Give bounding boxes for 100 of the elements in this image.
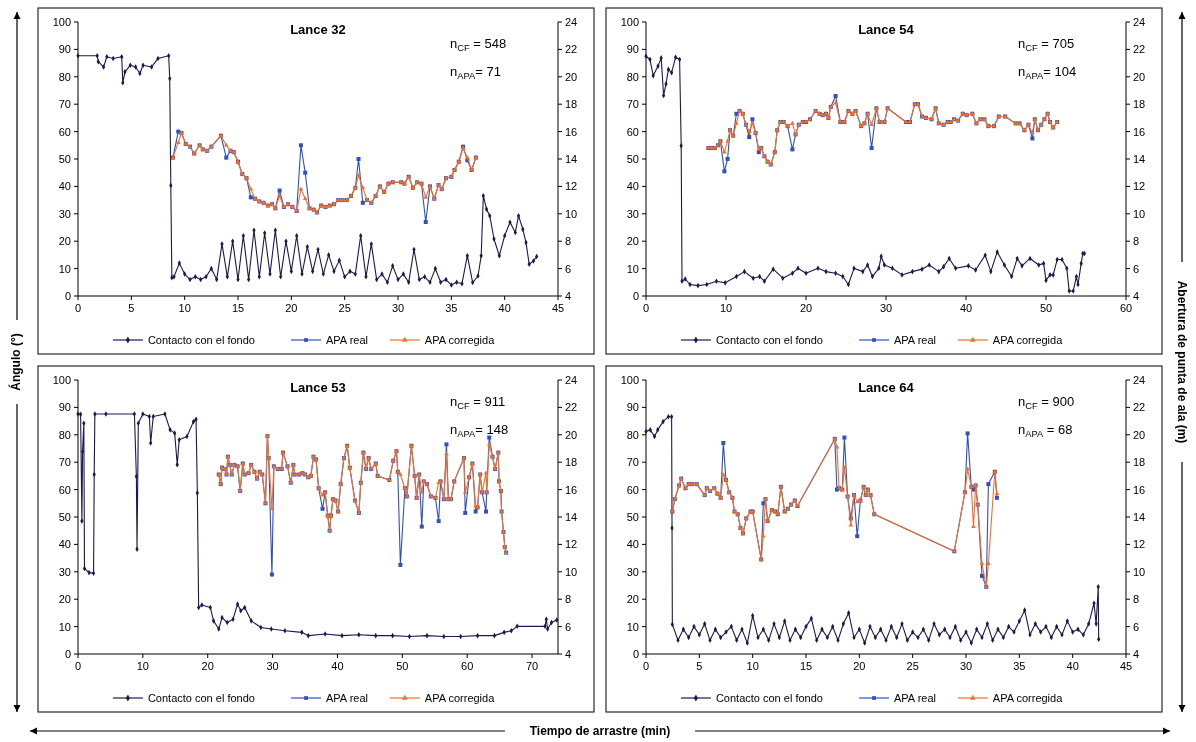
y2-tick-label: 4 <box>1133 648 1140 660</box>
y2-tick-label: 24 <box>565 374 578 386</box>
x-tick-label: 20 <box>799 302 813 314</box>
legend-label: APA real <box>894 334 936 346</box>
x-tick-label: 20 <box>285 302 298 314</box>
y-tick-label: 90 <box>626 401 639 414</box>
y-tick-label: 70 <box>626 98 639 111</box>
x-tick-label: 30 <box>266 660 279 672</box>
x-tick-label: 0 <box>642 302 650 314</box>
y2-tick-label: 10 <box>565 565 578 578</box>
x-tick-label: 20 <box>853 660 866 672</box>
x-tick-label: 35 <box>1013 660 1026 672</box>
y-tick-label: 40 <box>58 538 71 551</box>
y-tick-label: 80 <box>58 428 71 441</box>
y-tick-label: 70 <box>58 98 71 111</box>
y-tick-label: 40 <box>58 180 71 193</box>
y-tick-label: 10 <box>58 620 71 633</box>
y2-tick-label: 12 <box>565 538 578 551</box>
annotation: n$_{CF}$ = 900 <box>1018 394 1075 411</box>
x-tick-label: 60 <box>461 660 474 672</box>
x-tick-label: 0 <box>74 302 82 314</box>
x-tick-label: 30 <box>391 302 405 314</box>
annotation: n$_{APA}$= 71 <box>450 64 501 81</box>
y-tick-label: 0 <box>632 290 639 302</box>
annotation: n$_{CF}$ = 548 <box>450 36 507 53</box>
x-tick-label: 30 <box>959 660 973 672</box>
x-tick-label: 10 <box>136 660 149 672</box>
y-tick-label: 80 <box>58 70 71 83</box>
x-tick-label: 5 <box>128 302 135 314</box>
y2-tick-label: 22 <box>565 401 578 414</box>
y-tick-label: 40 <box>626 180 639 193</box>
y-tick-label: 100 <box>52 16 71 28</box>
x-tick-label: 0 <box>74 660 82 672</box>
y-tick-label: 20 <box>58 235 71 248</box>
y2-tick-label: 12 <box>1133 538 1146 551</box>
legend-label: Contacto con el fondo <box>715 692 823 704</box>
annotation: n$_{APA}$ = 68 <box>1018 422 1073 439</box>
y-tick-label: 100 <box>620 374 639 386</box>
y2-tick-label: 18 <box>1133 98 1146 111</box>
x-tick-label: 10 <box>178 302 191 314</box>
legend-label: APA corregida <box>992 692 1064 704</box>
x-tick-label: 0 <box>642 660 650 672</box>
y2-tick-label: 8 <box>565 593 572 606</box>
y2-tick-label: 6 <box>1133 262 1140 275</box>
x-tick-label: 40 <box>331 660 344 672</box>
legend-label: APA corregida <box>424 692 496 704</box>
x-tick-label: 20 <box>201 660 214 672</box>
y2-tick-label: 16 <box>1133 483 1146 496</box>
y-tick-label: 40 <box>626 538 639 551</box>
x-tick-label: 25 <box>906 660 919 672</box>
x-tick-label: 10 <box>746 660 759 672</box>
y2-tick-label: 20 <box>1133 428 1146 441</box>
x-tick-label: 35 <box>445 302 458 314</box>
legend-label: Contacto con el fondo <box>147 692 255 704</box>
y-tick-label: 0 <box>64 290 71 302</box>
y2-tick-label: 18 <box>1133 456 1146 469</box>
y2-tick-label: 22 <box>1133 43 1146 56</box>
y-tick-label: 30 <box>626 565 639 578</box>
y-tick-label: 100 <box>620 16 639 28</box>
y-tick-label: 60 <box>626 125 639 138</box>
y2-tick-label: 24 <box>1133 374 1146 386</box>
y2-tick-label: 24 <box>1133 16 1146 28</box>
y2-tick-label: 20 <box>565 428 578 441</box>
y2-tick-label: 20 <box>565 70 578 83</box>
x-axis-title: Tiempo de arrastre (min) <box>529 724 671 738</box>
x-tick-label: 60 <box>1119 302 1133 314</box>
y2-axis-title: Abertura de punta de ala (m) <box>1175 280 1189 444</box>
y-tick-label: 80 <box>626 70 639 83</box>
y-tick-label: 50 <box>58 153 71 165</box>
y2-tick-label: 4 <box>565 648 572 660</box>
x-tick-label: 10 <box>719 302 733 314</box>
legend-label: APA corregida <box>992 334 1064 346</box>
y2-tick-label: 6 <box>565 262 572 275</box>
y-tick-label: 100 <box>52 374 71 386</box>
y2-tick-label: 12 <box>565 180 578 193</box>
annotation: n$_{CF}$ = 705 <box>1018 36 1075 53</box>
x-tick-label: 50 <box>396 660 409 672</box>
y-tick-label: 30 <box>58 565 71 578</box>
y-tick-label: 10 <box>626 620 639 633</box>
y-tick-label: 30 <box>58 207 71 220</box>
y2-tick-label: 14 <box>565 153 578 165</box>
x-tick-label: 45 <box>1119 660 1133 672</box>
annotation: n$_{APA}$= 148 <box>450 422 509 439</box>
legend-label: APA real <box>326 334 368 346</box>
y2-tick-label: 10 <box>565 207 578 220</box>
y-tick-label: 90 <box>58 401 71 414</box>
y-tick-label: 70 <box>626 456 639 469</box>
y2-tick-label: 14 <box>1133 153 1146 165</box>
y2-tick-label: 10 <box>1133 207 1146 220</box>
y-tick-label: 90 <box>58 43 71 56</box>
x-tick-label: 30 <box>879 302 893 314</box>
y-tick-label: 50 <box>626 511 639 523</box>
y-axis-title: Ángulo (°) <box>8 333 23 391</box>
y2-tick-label: 12 <box>1133 180 1146 193</box>
legend-label: Contacto con el fondo <box>147 334 255 346</box>
y2-tick-label: 8 <box>1133 235 1140 248</box>
y2-tick-label: 4 <box>565 290 572 302</box>
chart-title: Lance 53 <box>290 380 346 395</box>
y-tick-label: 0 <box>64 648 71 660</box>
y2-tick-label: 8 <box>1133 593 1140 606</box>
